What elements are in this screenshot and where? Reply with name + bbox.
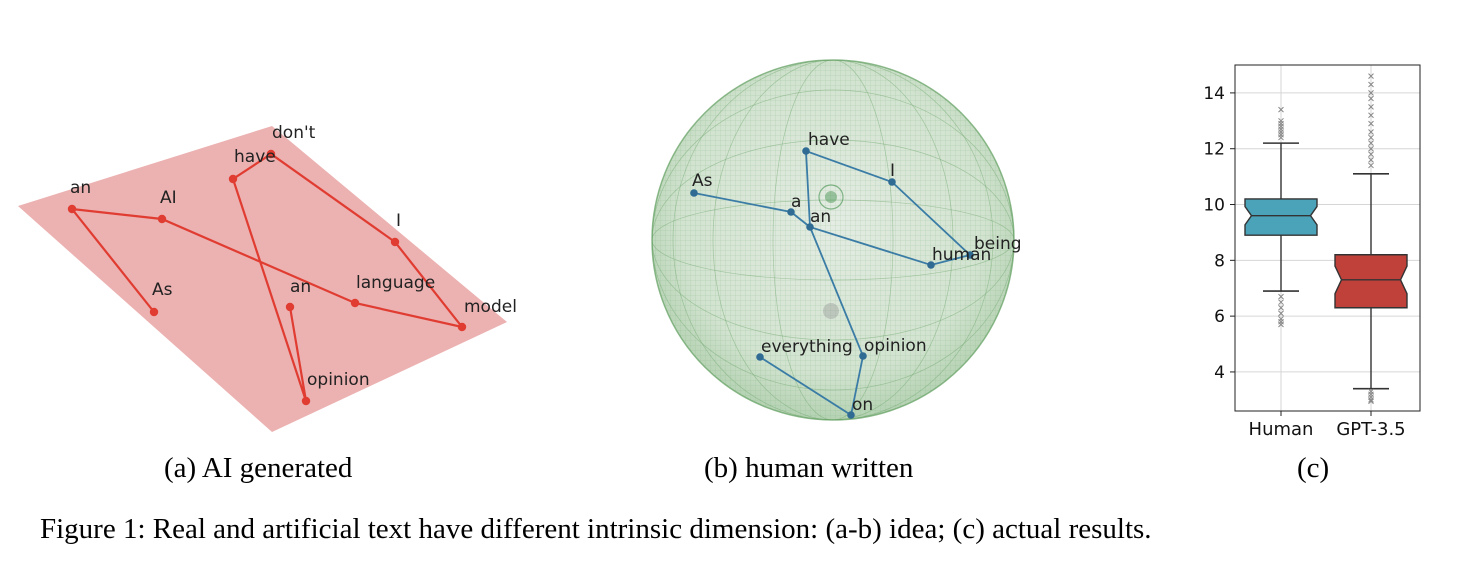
box-plot-marks — [1244, 73, 1408, 405]
word-points-b — [690, 147, 974, 419]
word-label-language: language — [356, 273, 435, 293]
outlier-point — [1368, 104, 1374, 110]
outlier-point — [1278, 310, 1284, 317]
caption-a: (a) AI generated — [164, 452, 353, 484]
word-label-model: model — [464, 297, 517, 317]
outlier-point — [1278, 299, 1284, 306]
y-tick-label: 14 — [1203, 84, 1225, 104]
word-label-have: have — [234, 147, 276, 167]
box-plot-x-labels: Human GPT-3.5 — [1249, 411, 1406, 440]
caption-b: (b) human written — [704, 452, 914, 484]
subfigure-a-plane-graph: don't have an AI I As an language model … — [18, 123, 517, 432]
word-label-ai: AI — [160, 188, 177, 208]
word-label-as: As — [152, 280, 173, 300]
y-tick-label: 8 — [1214, 251, 1225, 271]
outlier-point — [1278, 304, 1284, 311]
outlier-point — [1368, 398, 1374, 405]
word-path-a — [69, 152, 465, 402]
box-plot-grid — [1235, 65, 1420, 411]
y-tick-label: 10 — [1203, 196, 1225, 216]
outlier-point — [1368, 396, 1374, 403]
word-points-a — [67, 149, 467, 406]
y-tick-label: 12 — [1203, 140, 1225, 160]
outlier-point — [1278, 293, 1284, 300]
word-label-being-b: being — [974, 234, 1022, 254]
outlier-point — [1368, 162, 1374, 169]
word-label-i: I — [396, 211, 401, 231]
outlier-point — [1278, 321, 1284, 328]
word-label-an-b: an — [810, 207, 831, 227]
outlier-point — [1368, 73, 1374, 80]
y-tick-label: 4 — [1214, 363, 1225, 383]
word-label-opinion: opinion — [307, 370, 370, 390]
word-label-opinion-b: opinion — [864, 336, 927, 356]
box-human — [1244, 198, 1318, 236]
word-label-everything-b: everything — [761, 337, 853, 357]
outlier-point — [1368, 90, 1374, 96]
outlier-point — [1368, 95, 1374, 102]
x-tick-label: Human — [1249, 419, 1314, 440]
outlier-point — [1368, 157, 1374, 163]
figure-caption: Figure 1: Real and artificial text have … — [40, 513, 1152, 545]
subfigure-c-box-plot: 4 6 8 10 12 14 Human GPT-3.5 — [1203, 64, 1421, 440]
outlier-point — [1368, 120, 1374, 127]
outlier-point — [1368, 112, 1374, 119]
word-label-on-b: on — [852, 395, 873, 415]
outlier-point — [1278, 134, 1284, 141]
word-label-a-b: a — [791, 192, 801, 212]
box-plot-frame — [1234, 64, 1421, 412]
outlier-point — [1368, 81, 1374, 88]
outlier-point — [1368, 140, 1374, 146]
outlier-point — [1368, 134, 1374, 141]
outlier-point — [1368, 151, 1374, 158]
word-label-i-b: I — [890, 161, 895, 181]
word-label-an-2: an — [290, 277, 311, 297]
word-label-as-b: As — [692, 171, 713, 191]
word-label-human-b: human — [932, 245, 991, 265]
outlier-point — [1278, 106, 1284, 113]
box-plot-y-ticks: 4 6 8 10 12 14 — [1203, 84, 1235, 383]
subfigure-b-sphere-graph: have I As a an being human everything op… — [651, 59, 1022, 421]
caption-c: (c) — [1297, 452, 1330, 484]
embedding-plane — [18, 126, 507, 432]
box-gpt-3.5 — [1334, 254, 1408, 309]
word-label-dont: don't — [272, 123, 316, 143]
word-label-an: an — [70, 178, 91, 198]
outlier-point — [1368, 129, 1374, 135]
outlier-point — [1368, 145, 1374, 152]
word-label-have-b: have — [808, 130, 850, 150]
x-tick-label: GPT-3.5 — [1336, 419, 1405, 440]
y-tick-label: 6 — [1214, 307, 1225, 327]
